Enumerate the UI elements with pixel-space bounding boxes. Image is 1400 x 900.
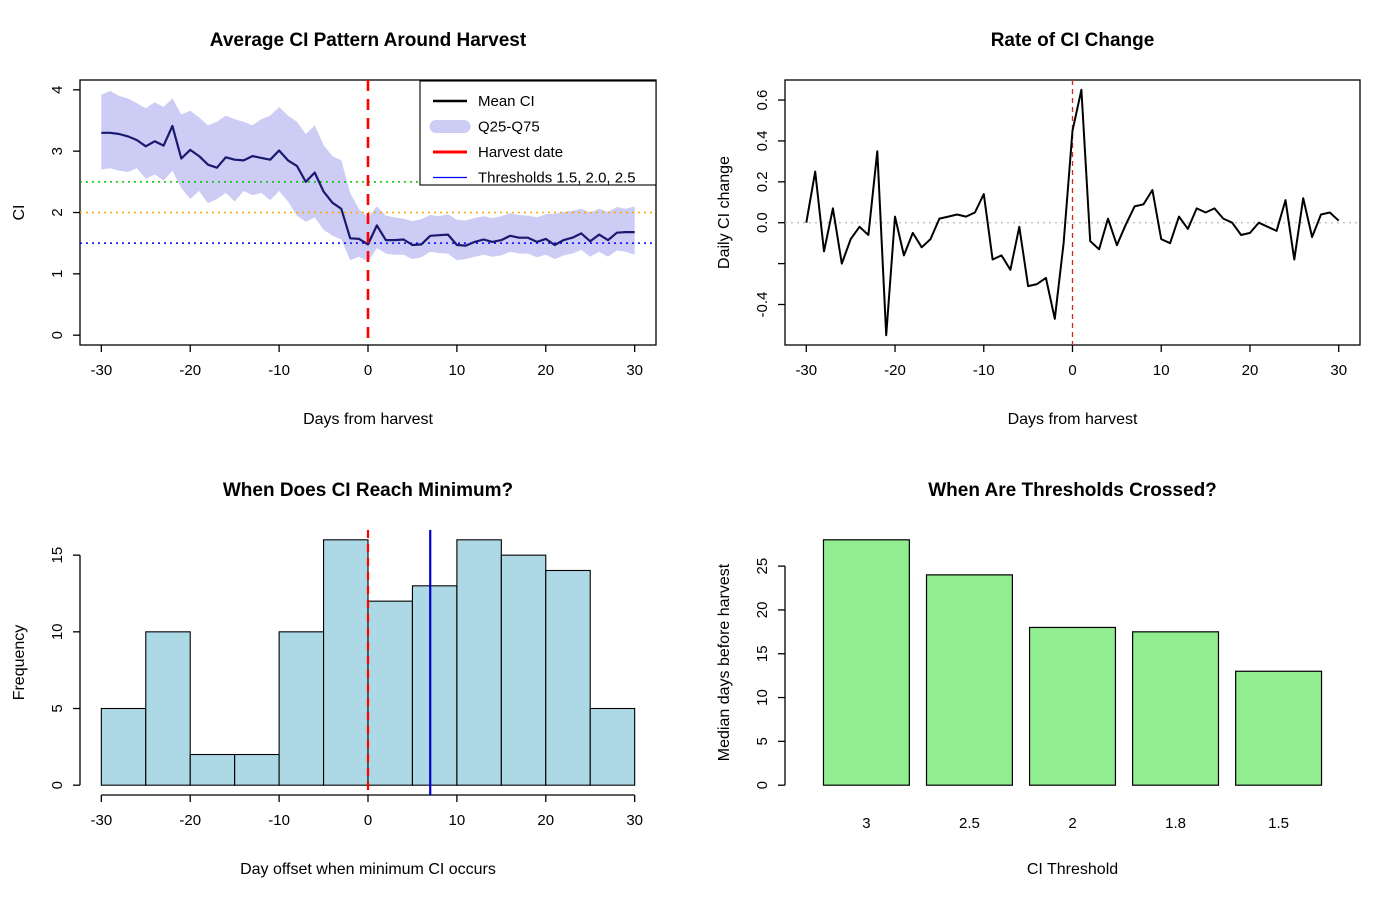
chart-min-ci-histogram: When Does CI Reach Minimum? Day offset wh…: [11, 480, 643, 878]
x-tick-label: 10: [1153, 362, 1170, 379]
x-tick-label: 10: [449, 362, 466, 379]
legend-item-label: Thresholds 1.5, 2.0, 2.5: [478, 170, 636, 187]
y-tick-label: 0: [49, 781, 66, 789]
bar-threshold-1.8: [1132, 631, 1220, 786]
legend-item-label: Harvest date: [478, 144, 563, 161]
chart-title: When Are Thresholds Crossed?: [928, 480, 1217, 501]
x-tick-label: 0: [364, 812, 372, 829]
chart-rate-of-ci-change: Rate of CI Change Days from harvest Daily …: [716, 30, 1361, 428]
legend-item-label: Q25-Q75: [478, 119, 540, 136]
x-tick-label: 20: [537, 812, 554, 829]
chart-title: Average CI Pattern Around Harvest: [210, 30, 527, 51]
x-tick-label: 20: [1242, 362, 1259, 379]
x-tick-label: -10: [973, 362, 995, 379]
y-tick-label: 15: [754, 645, 771, 662]
chart-threshold-crossing-bars: When Are Thresholds Crossed? CI Threshold…: [716, 480, 1323, 878]
x-tick-label: 0: [1068, 362, 1076, 379]
mean-ci-line: [101, 124, 635, 247]
y-tick-label: 0.0: [754, 212, 771, 233]
histogram-bar: [323, 539, 369, 786]
x-axis-label: CI Threshold: [1027, 861, 1118, 878]
x-tick-label: -30: [90, 812, 112, 829]
x-tick-label: -10: [268, 812, 290, 829]
y-axis-label: Daily CI change: [716, 156, 733, 269]
x-tick-label: -20: [884, 362, 906, 379]
y-tick-label: 5: [754, 737, 771, 745]
y-tick-label: -0.4: [754, 292, 771, 318]
histogram-bar: [411, 585, 458, 786]
x-tick-label: -10: [268, 362, 290, 379]
histogram-bar: [278, 631, 325, 786]
x-tick-label: 10: [449, 812, 466, 829]
chart-title: When Does CI Reach Minimum?: [223, 480, 513, 501]
ribbon-q25-q75: [101, 91, 635, 262]
bar-category-label: 1.8: [1165, 815, 1186, 832]
y-tick-label: 0.6: [754, 90, 771, 111]
x-axis-label: Days from harvest: [1008, 411, 1138, 428]
y-tick-label: 25: [754, 558, 771, 575]
x-tick-label: 0: [364, 362, 372, 379]
y-axis-label: CI: [11, 205, 28, 221]
y-tick-label: 4: [49, 86, 66, 94]
rate-of-change-line: [805, 88, 1340, 337]
x-tick-label: 30: [1330, 362, 1347, 379]
x-axis-label: Day offset when minimum CI occurs: [240, 861, 496, 878]
y-tick-label: 0.2: [754, 171, 771, 192]
y-axis-label: Frequency: [11, 625, 28, 701]
histogram-bar: [367, 600, 413, 786]
y-tick-label: 15: [49, 547, 66, 564]
histogram-bar: [545, 569, 591, 786]
histogram-bar: [145, 631, 191, 786]
x-tick-label: 20: [537, 362, 554, 379]
histogram-bar: [500, 554, 547, 786]
x-tick-label: -30: [795, 362, 817, 379]
x-tick-label: 30: [626, 812, 643, 829]
y-tick-label: 1: [49, 270, 66, 278]
y-tick-label: 0: [49, 331, 66, 339]
y-tick-label: 3: [49, 147, 66, 155]
histogram-bar: [456, 539, 502, 786]
x-tick-label: 30: [626, 362, 643, 379]
chart-title: Rate of CI Change: [991, 30, 1155, 51]
x-axis-label: Days from harvest: [303, 411, 433, 428]
bar-category-label: 3: [862, 815, 870, 832]
histogram-bar: [234, 753, 280, 786]
bar-category-label: 2: [1068, 815, 1076, 832]
y-tick-label: 5: [49, 704, 66, 712]
chart-average-ci-pattern: Average CI Pattern Around Harvest Days fr…: [11, 30, 657, 428]
y-axis-label: Median days before harvest: [716, 563, 733, 761]
histogram-bar: [100, 707, 147, 786]
y-tick-label: 2: [49, 208, 66, 216]
histogram-bar: [589, 707, 636, 786]
bar-threshold-3: [822, 539, 910, 786]
x-tick-label: -20: [179, 812, 201, 829]
bar-threshold-2.5: [925, 574, 1013, 786]
x-tick-label: -30: [90, 362, 112, 379]
bar-category-label: 2.5: [959, 815, 980, 832]
bar-threshold-1.5: [1235, 670, 1323, 786]
y-tick-label: 10: [754, 689, 771, 706]
bar-threshold-2: [1028, 626, 1117, 786]
y-tick-label: 10: [49, 623, 66, 640]
y-tick-label: 0.4: [754, 131, 771, 152]
histogram-bar: [189, 753, 236, 786]
legend-item-label: Mean CI: [478, 93, 535, 110]
x-tick-label: -20: [179, 362, 201, 379]
y-tick-label: 20: [754, 602, 771, 619]
bar-category-label: 1.5: [1268, 815, 1289, 832]
y-tick-label: 0: [754, 781, 771, 789]
